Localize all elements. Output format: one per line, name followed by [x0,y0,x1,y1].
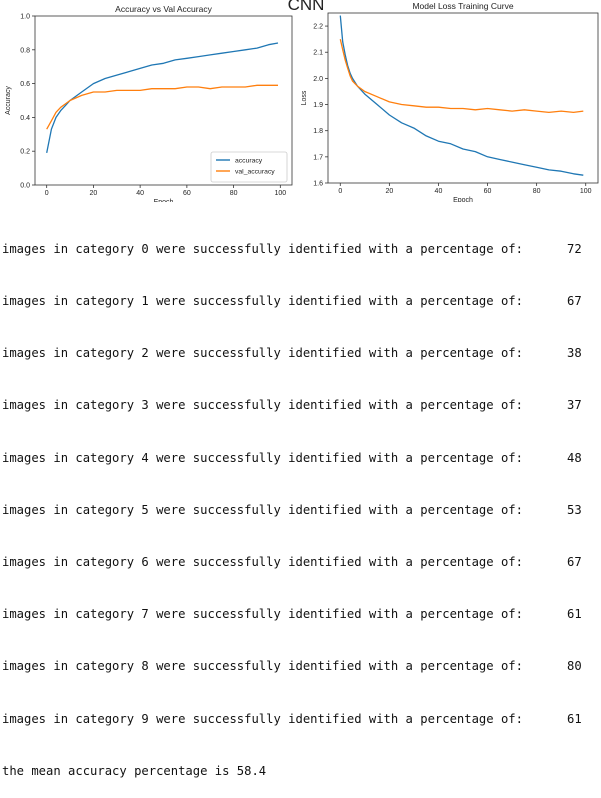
output-row-value: 61 [567,607,582,622]
output-row-value: 80 [567,659,582,674]
x-axis-label: Epoch [154,199,174,202]
output-row-text: images in category 5 were successfully i… [2,502,523,517]
output-row-value: 61 [567,711,582,726]
output-row-value: 67 [567,294,582,309]
output-row: images in category 1 were successfully i… [2,293,601,310]
output-row-value: 72 [567,241,582,256]
y-axis-label: Loss [301,90,308,105]
output-row-text: images in category 7 were successfully i… [2,607,523,622]
series-line-series-0 [339,15,584,176]
y-tick-label: 2.2 [313,24,323,31]
x-tick-label: 60 [183,190,191,197]
output-row: images in category 5 were successfully i… [2,502,601,519]
x-tick-label: 40 [136,190,144,197]
y-tick-label: 0.2 [20,149,30,156]
figure-title: CNN [287,0,325,14]
legend-box [210,151,288,183]
plot-frame [327,12,599,184]
x-tick-label: 0 [45,190,49,197]
legend-label-val_accuracy: val_accuracy [235,169,275,176]
y-tick-label: 1.6 [313,181,323,188]
output-row: images in category 7 were successfully i… [2,606,601,623]
output-row: images in category 9 were successfully i… [2,711,601,728]
output-row-text: images in category 9 were successfully i… [2,711,523,726]
plot-frame [34,15,293,186]
y-tick-label: 0.8 [20,47,30,54]
x-tick-label: 20 [385,188,393,195]
output-summary: the mean accuracy percentage is 58.4 [2,763,267,778]
output-row-text: images in category 0 were successfully i… [2,241,523,256]
chart-title: Model Loss Training Curve [412,1,513,11]
output-row: images in category 3 were successfully i… [2,397,601,414]
output-row-text: images in category 6 were successfully i… [2,555,523,570]
x-tick-label: 0 [338,188,342,195]
output-row-value: 38 [567,346,582,361]
y-tick-label: 0.6 [20,81,30,88]
console-output: images in category 0 were successfully i… [2,206,601,798]
output-row-text: images in category 1 were successfully i… [2,294,523,309]
output-row: images in category 4 were successfully i… [2,450,601,467]
y-tick-label: 2.0 [313,76,323,83]
x-tick-label: 100 [274,190,286,197]
output-row-value: 48 [567,450,582,465]
output-row: images in category 0 were successfully i… [2,241,601,258]
accuracy-chart: Accuracy vs Val Accuracy 0 20 40 60 80 100 0.0 0… [5,4,293,202]
x-tick-label: 80 [533,188,541,195]
output-row-text: images in category 8 were successfully i… [2,659,523,674]
output-row-text: images in category 2 were successfully i… [2,346,523,361]
chart-title: Accuracy vs Val Accuracy [115,4,212,14]
output-row-value: 37 [567,398,582,413]
y-tick-label: 1.8 [313,128,323,135]
y-tick-label: 0.4 [20,115,30,122]
y-tick-label: 0.0 [20,183,30,190]
y-tick-label: 2.1 [313,50,323,57]
y-tick-label: 1.9 [313,102,323,109]
y-tick-label: 1.0 [20,14,30,21]
series-line-accuracy [46,42,279,154]
output-row: images in category 2 were successfully i… [2,345,601,362]
output-row-text: images in category 4 were successfully i… [2,450,523,465]
output-row: images in category 6 were successfully i… [2,554,601,571]
output-row: images in category 8 were successfully i… [2,658,601,675]
x-tick-label: 80 [230,190,238,197]
y-tick-label: 1.7 [313,154,323,161]
output-row-value: 67 [567,555,582,570]
x-tick-label: 100 [580,188,592,195]
x-tick-label: 40 [435,188,443,195]
x-tick-label: 20 [90,190,98,197]
y-axis-label: Accuracy [5,86,12,115]
legend-label-accuracy: accuracy [235,158,263,165]
output-row-value: 53 [567,502,582,517]
series-line-val_accuracy [46,84,278,130]
loss-chart: Model Loss Training Curve 0 20 40 60 80 100 1.6… [301,1,599,202]
output-row-text: images in category 3 were successfully i… [2,398,523,413]
x-axis-label: Epoch [453,197,473,202]
x-tick-label: 60 [484,188,492,195]
series-line-series-1 [339,39,584,114]
